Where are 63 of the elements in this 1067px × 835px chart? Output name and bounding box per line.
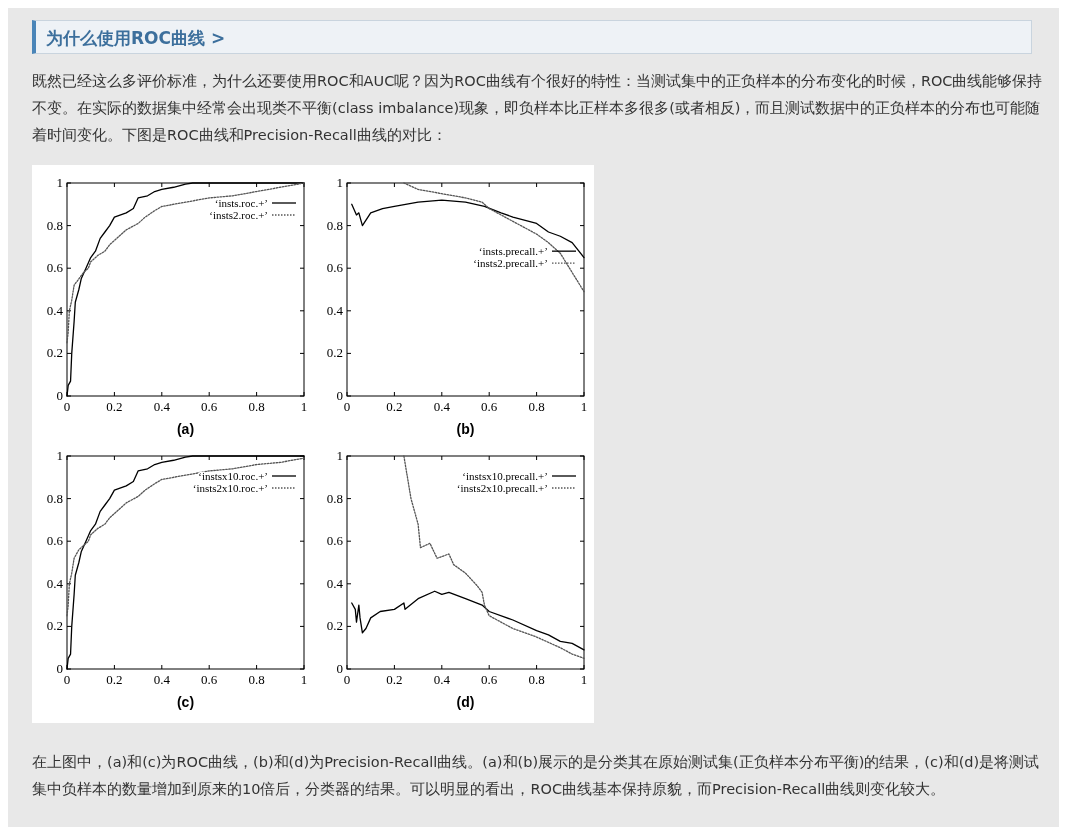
x-tick-label: 0.8: [528, 399, 545, 414]
x-tick-label: 0.4: [153, 672, 171, 687]
y-tick-label: 0.8: [46, 217, 63, 233]
x-tick-label: 0.2: [386, 672, 403, 687]
x-axis-title: (b): [456, 421, 475, 437]
y-tick-label: 1: [336, 175, 343, 190]
x-tick-label: 0.6: [201, 672, 218, 687]
y-tick-label: 0.8: [326, 217, 343, 233]
y-tick-label: 1: [56, 175, 63, 190]
y-tick-label: 0.2: [46, 345, 63, 361]
x-tick-label: 0.8: [248, 399, 265, 414]
y-tick-label: 0.4: [46, 575, 64, 591]
line-series: [403, 455, 585, 659]
y-tick-label: 1: [56, 448, 63, 463]
x-tick-label: 0.4: [433, 399, 451, 414]
legend-label: ‘insts2.precall.+’: [473, 257, 548, 270]
x-tick-label: 0.4: [153, 399, 171, 414]
x-tick-label: 0.6: [481, 399, 498, 414]
y-tick-label: 0.6: [326, 260, 344, 276]
text: 为什么使用ROC曲线 >: [32, 20, 1032, 54]
x-tick-label: 0.4: [433, 672, 451, 687]
y-tick-label: 0: [336, 388, 343, 403]
y-tick-label: 0.2: [326, 618, 343, 634]
line-series: [403, 182, 585, 293]
y-tick-label: 0.8: [46, 490, 63, 506]
y-tick-label: 0.6: [46, 260, 64, 276]
x-tick-label: 0.8: [528, 672, 545, 687]
text: 在上图中，(a)和(c)为ROC曲线，(b)和(d)为Precision-Recall曲线。(a)和(b)展示的是分类其在原始测试集(正负样本分布平衡)的结果，(c)和(d)是将测试集中负样本的数量增加到原来的10倍后，分类器的结果。可以明显的看出，ROC曲线基本保持原貌，而Precision-Recall曲线则变化较大。: [32, 753, 1041, 799]
y-tick-label: 0.2: [326, 345, 343, 361]
y-tick-label: 0.2: [46, 618, 63, 634]
x-tick-label: 0.6: [201, 399, 218, 414]
y-tick-label: 0.4: [326, 575, 344, 591]
x-axis-title: (a): [176, 421, 195, 437]
legend-label: ‘insts.roc.+’: [214, 197, 268, 209]
y-tick-label: 0.6: [46, 533, 64, 549]
y-tick-label: 0.4: [46, 302, 64, 318]
legend-label: ‘insts2x10.precall.+’: [456, 482, 548, 494]
text: 既然已经这么多评价标准，为什么还要使用ROC和AUC呢？因为ROC曲线有个很好的特性：当测试集中的正负样本的分布变化的时候，ROC曲线能够保持不变。在实际的数据集中经常会出现类不平衡(class imbalance)现象，即负样本比正样本多很多(或者相反)，而且测试数据中的正负样本的分布也可能随着时间变化。下图是ROC曲线和Precision-Recall曲线的对比：: [32, 72, 1044, 145]
y-tick-label: 1: [336, 448, 343, 463]
line-series: [66, 457, 305, 617]
y-tick-label: 0.6: [326, 533, 344, 549]
line-series: [66, 182, 305, 344]
legend-label: ‘insts.precall.+’: [478, 245, 548, 258]
legend-label: ‘instsx10.roc.+’: [198, 470, 268, 482]
legend-label: ‘insts2.roc.+’: [209, 209, 268, 221]
y-tick-label: 0: [336, 661, 343, 676]
y-tick-label: 0: [56, 661, 63, 676]
y-tick-label: 0: [56, 388, 63, 403]
x-axis-title: (c): [176, 694, 195, 710]
x-tick-label: 0.6: [481, 672, 498, 687]
x-tick-label: 1: [580, 672, 588, 687]
x-tick-label: 0.2: [386, 399, 403, 414]
legend-label: ‘instsx10.precall.+’: [462, 470, 548, 482]
x-axis-title: (d): [456, 694, 475, 710]
y-tick-label: 0.8: [326, 490, 343, 506]
x-tick-label: 0.8: [248, 672, 265, 687]
x-tick-label: 1: [580, 399, 588, 414]
x-tick-label: 0.2: [106, 399, 123, 414]
legend-label: ‘insts2x10.roc.+’: [192, 482, 268, 494]
x-tick-label: 0.2: [106, 672, 123, 687]
x-tick-label: 1: [300, 672, 308, 687]
y-tick-label: 0.4: [326, 302, 344, 318]
x-tick-label: 1: [300, 399, 308, 414]
